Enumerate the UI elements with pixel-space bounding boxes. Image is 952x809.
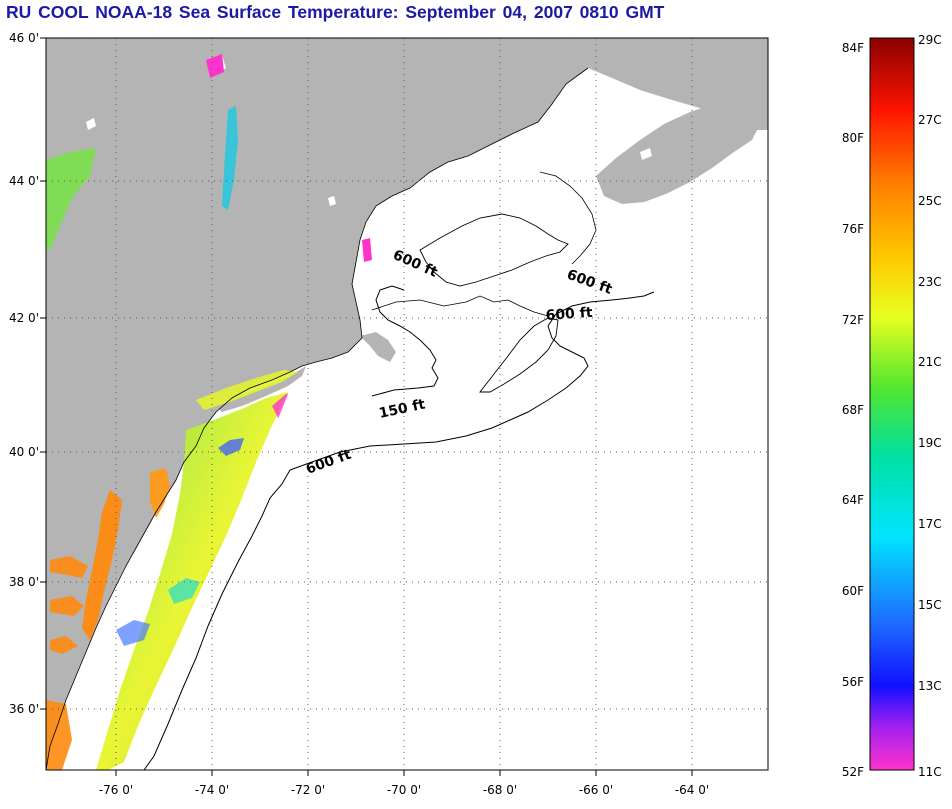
colorbar-c-label: 11C bbox=[918, 765, 942, 779]
colorbar-f-label: 64F bbox=[842, 493, 864, 507]
colorbar-f-label: 72F bbox=[842, 313, 864, 327]
contour-label: 600 ft bbox=[545, 305, 593, 324]
axis-ticks bbox=[40, 37, 693, 776]
lat-label: 38 0' bbox=[9, 575, 39, 589]
lake bbox=[328, 196, 336, 206]
sst-great-lakes-patch bbox=[46, 148, 96, 250]
lat-label: 44 0' bbox=[9, 174, 39, 188]
land-north-america bbox=[46, 38, 768, 770]
coastline bbox=[46, 67, 589, 770]
sst-chesapeake-bay bbox=[82, 490, 122, 640]
contour-gulf-of-maine bbox=[419, 213, 569, 287]
colorbar-c-label: 19C bbox=[918, 436, 942, 450]
lon-label: -70 0' bbox=[387, 783, 421, 797]
lake bbox=[640, 148, 652, 160]
colorbar-c-label: 25C bbox=[918, 194, 942, 208]
sst-cold-patch bbox=[362, 238, 372, 262]
sst-cold-patch bbox=[206, 54, 224, 78]
land-nova-scotia bbox=[596, 102, 760, 204]
land-cape-cod bbox=[360, 332, 396, 362]
colorbar-c-label: 27C bbox=[918, 113, 942, 127]
sst-cold-patch bbox=[218, 438, 244, 456]
contour-600ft-outer bbox=[289, 291, 655, 471]
colorbar-c-label: 15C bbox=[918, 598, 942, 612]
swath-edge bbox=[128, 370, 308, 770]
colorbar-scale bbox=[869, 37, 915, 771]
sst-chesapeake-tributaries bbox=[50, 556, 88, 654]
lon-label: -72 0' bbox=[291, 783, 325, 797]
colorbar-f-label: 76F bbox=[842, 222, 864, 236]
map-frame bbox=[45, 37, 769, 771]
colorbar-f-label: 52F bbox=[842, 765, 864, 779]
contour-scotian bbox=[539, 171, 597, 265]
colorbar-c-label: 23C bbox=[918, 275, 942, 289]
sst-cold-patch bbox=[116, 620, 150, 646]
colorbar-f-label: 84F bbox=[842, 41, 864, 55]
colorbar-c-label: 29C bbox=[918, 33, 942, 47]
colorbar-c-label: 13C bbox=[918, 679, 942, 693]
lat-label: 40 0' bbox=[9, 445, 39, 459]
colorbar-f-label: 68F bbox=[842, 403, 864, 417]
map-area: 600 ft 600 ft 600 ft 150 ft 600 ft bbox=[46, 38, 768, 770]
sst-cold-patch bbox=[168, 578, 200, 604]
lon-label: -74 0' bbox=[195, 783, 229, 797]
colorbar-c-label: 17C bbox=[918, 517, 942, 531]
sst-delaware-bay bbox=[150, 468, 170, 518]
colorbar-f-label: 80F bbox=[842, 131, 864, 145]
lon-label: -68 0' bbox=[483, 783, 517, 797]
contour-georges-bank bbox=[479, 317, 559, 393]
contour-gulf-inner bbox=[371, 295, 549, 317]
lat-label: 36 0' bbox=[9, 702, 39, 716]
lon-label: -66 0' bbox=[579, 783, 613, 797]
lat-label: 42 0' bbox=[9, 311, 39, 325]
lon-label: -64 0' bbox=[675, 783, 709, 797]
colorbar-c-label: 21C bbox=[918, 355, 942, 369]
longitude-labels: -76 0' -74 0' -72 0' -70 0' -68 0' -66 0… bbox=[99, 783, 709, 797]
map-title: RU COOL NOAA-18 Sea Surface Temperature:… bbox=[6, 2, 665, 22]
lat-label: 46 0' bbox=[9, 31, 39, 45]
sst-southern-sound bbox=[46, 700, 72, 770]
contour-150ft bbox=[371, 285, 439, 397]
lon-label: -76 0' bbox=[99, 783, 133, 797]
contour-600ft-slope bbox=[143, 469, 291, 770]
colorbar: 84F 80F 76F 72F 68F 64F 60F 56F 52F 29C … bbox=[842, 33, 942, 779]
lake bbox=[86, 118, 96, 130]
colorbar-f-label: 56F bbox=[842, 675, 864, 689]
colorbar-f-label: 60F bbox=[842, 584, 864, 598]
sst-lake-champlain bbox=[222, 106, 238, 210]
latitude-labels: 46 0' 44 0' 42 0' 40 0' 38 0' 36 0' bbox=[9, 31, 39, 716]
